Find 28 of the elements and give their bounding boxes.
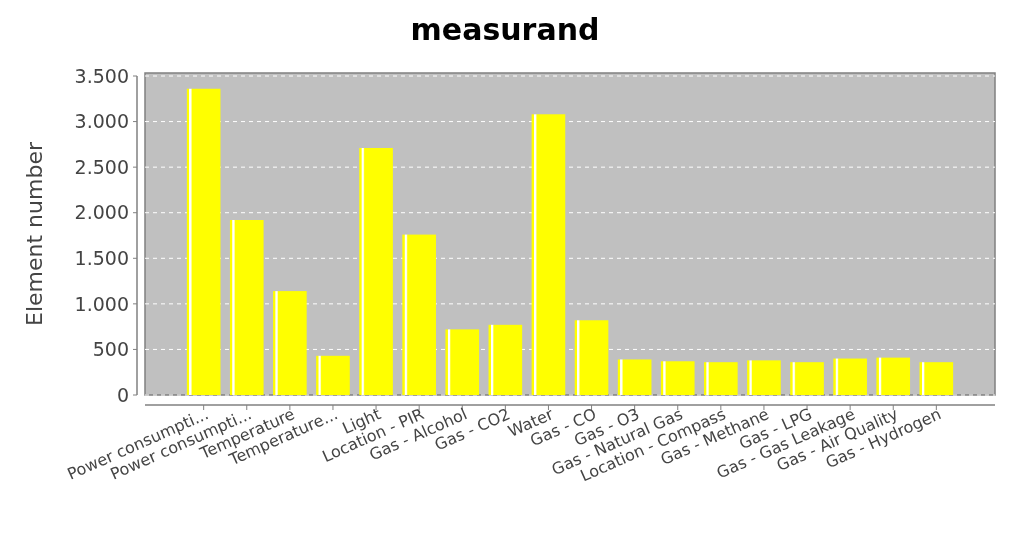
y-tick-label: 1.000 — [74, 292, 129, 315]
bar — [359, 148, 393, 395]
bar — [704, 362, 738, 395]
bar — [919, 362, 954, 395]
bar — [790, 362, 824, 395]
y-tick-label: 2.000 — [74, 201, 129, 224]
y-tick-label: 3.500 — [74, 64, 129, 87]
chart-title: measurand — [410, 12, 600, 47]
y-tick-label: 0 — [116, 383, 129, 406]
bar — [660, 361, 695, 395]
y-tick-label: 1.500 — [74, 246, 129, 269]
y-tick-label: 3.000 — [74, 110, 129, 133]
y-tick-label: 2.500 — [74, 155, 129, 178]
bar — [445, 329, 480, 395]
bar — [747, 360, 781, 395]
bar — [531, 114, 566, 395]
bar — [402, 234, 436, 395]
bar — [876, 357, 911, 395]
bar — [488, 324, 523, 395]
bar — [833, 358, 867, 395]
bar — [186, 88, 221, 395]
y-axis-title: Element number — [22, 141, 47, 326]
bar — [273, 291, 307, 395]
bar — [574, 320, 609, 395]
bar — [316, 355, 350, 395]
bar — [229, 220, 264, 395]
bar — [617, 359, 652, 395]
y-tick-label: 500 — [92, 338, 129, 361]
